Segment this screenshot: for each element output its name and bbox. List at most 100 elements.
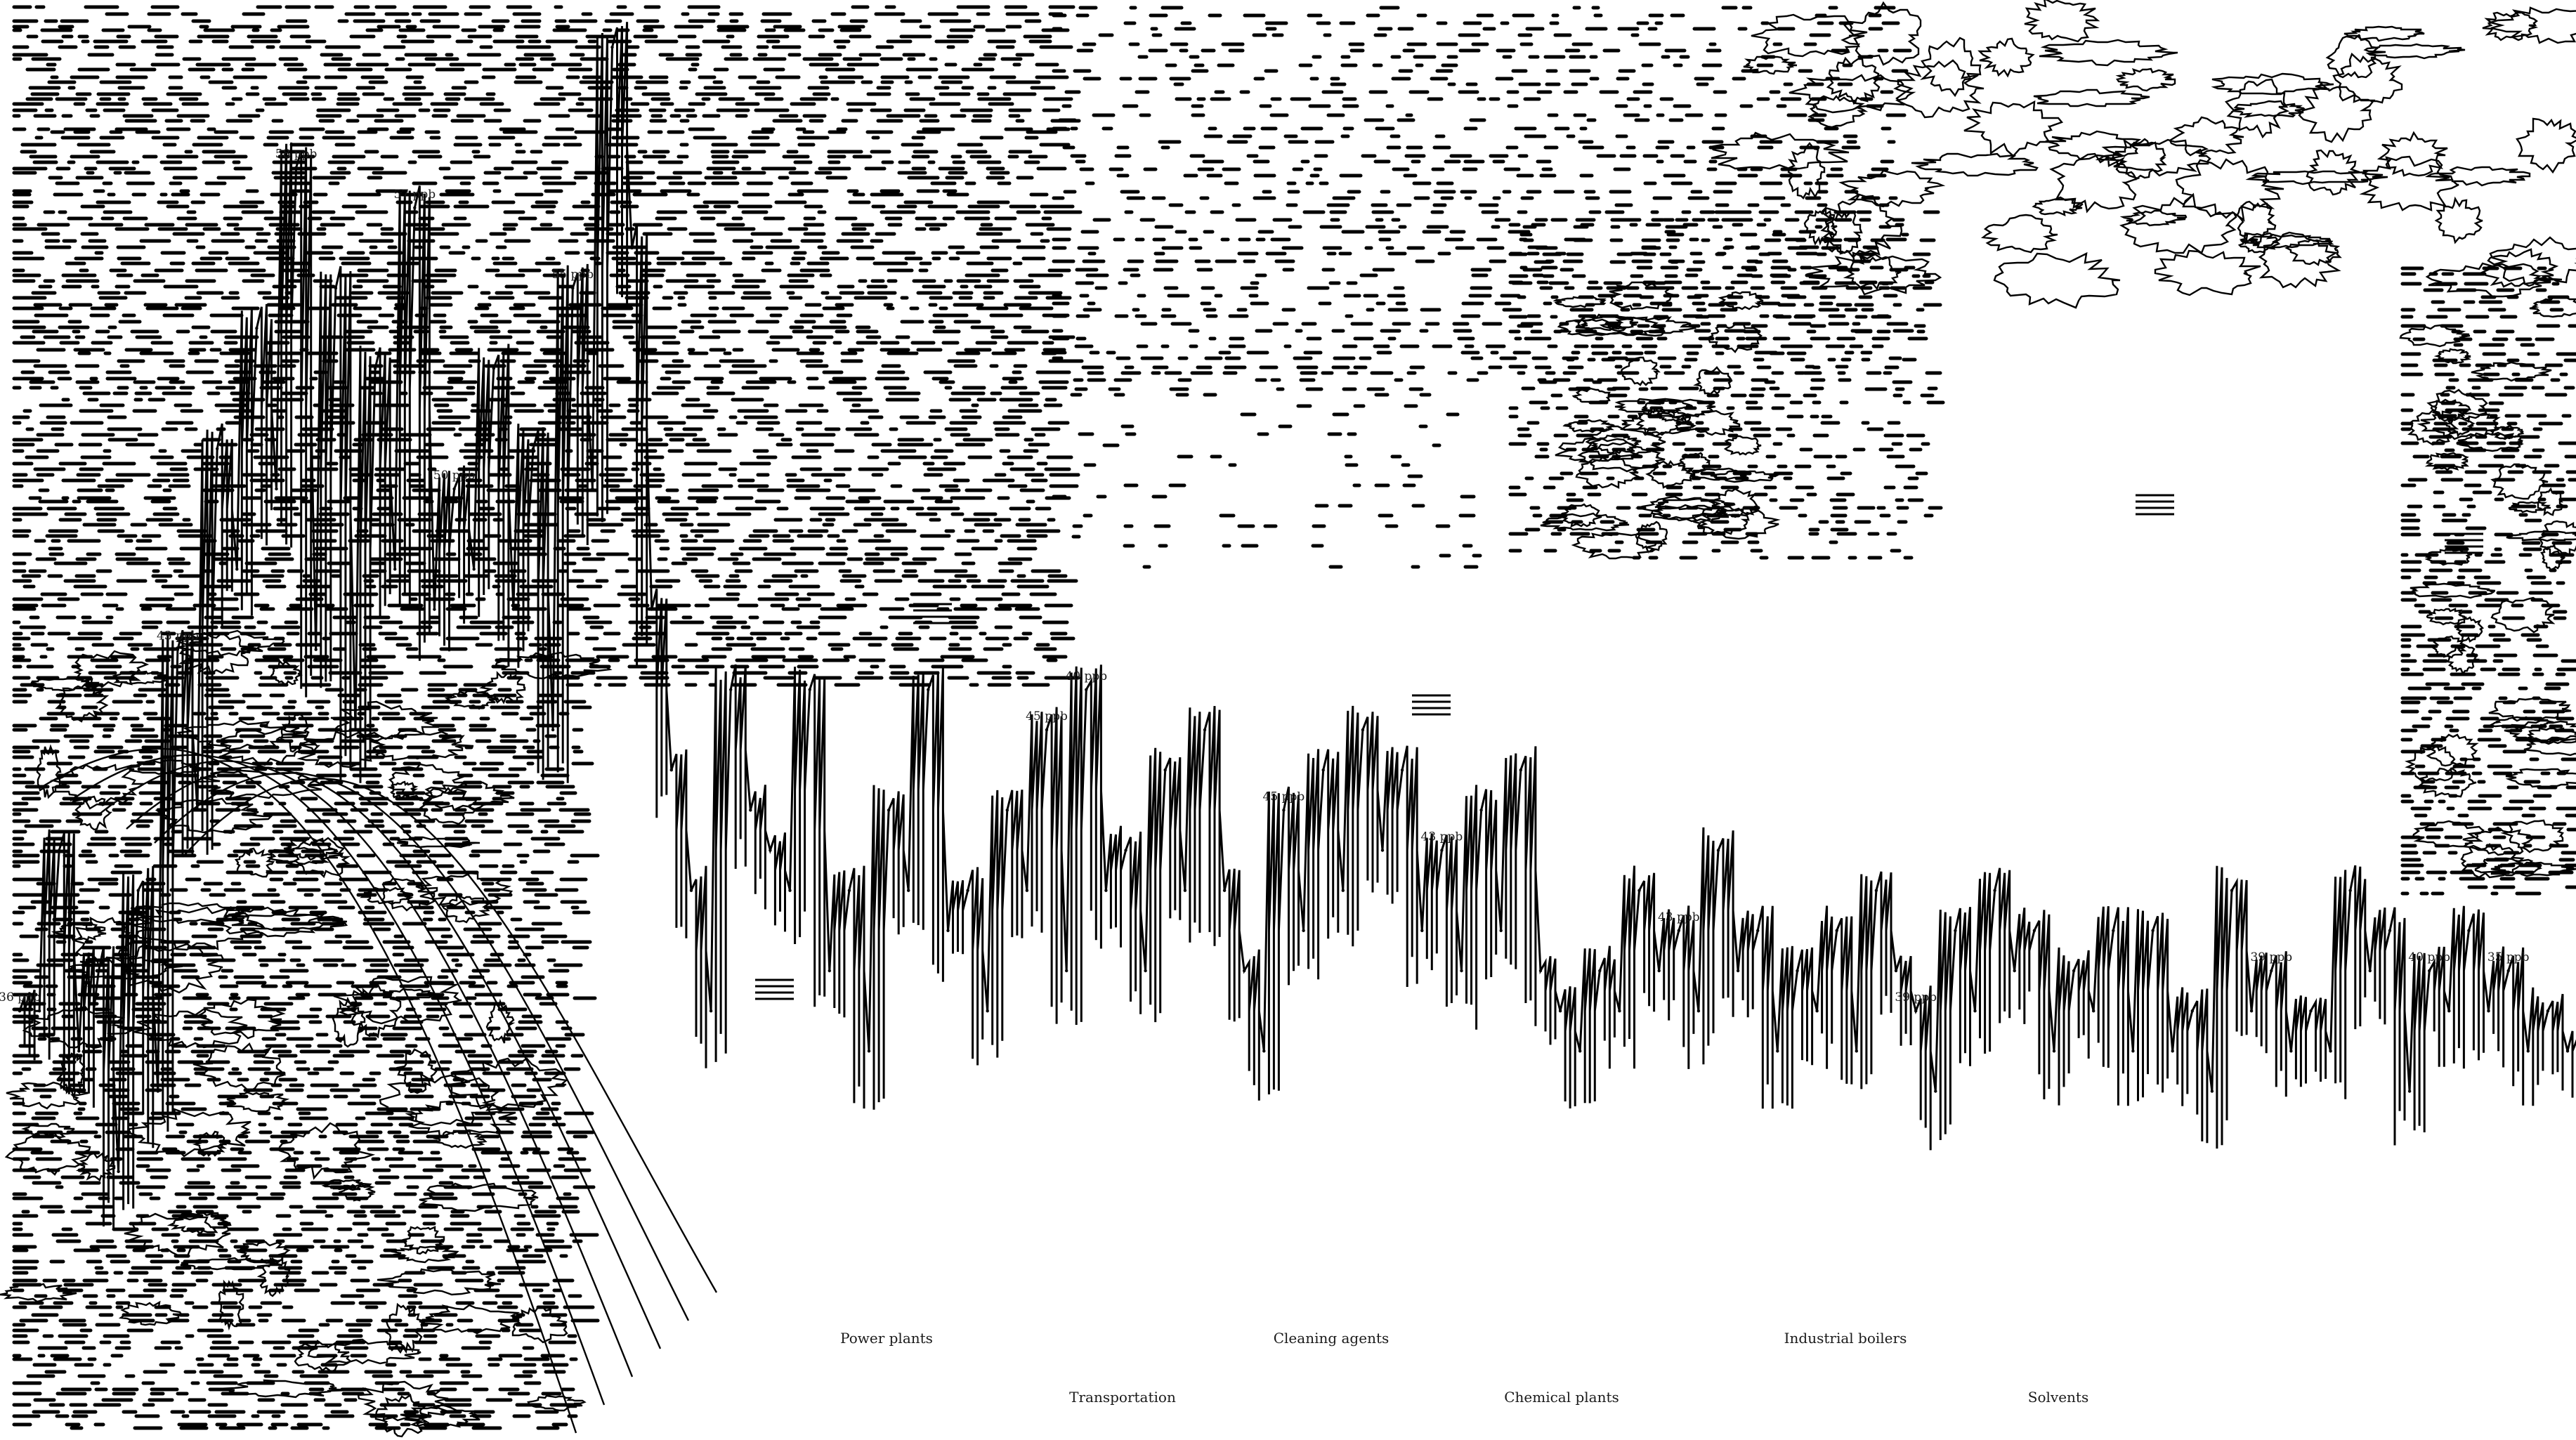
data-point (334, 287, 338, 290)
peak-value-label: 40 ppb (2408, 950, 2450, 964)
peak-value-label: 39 ppb (1895, 990, 1937, 1004)
data-point (1934, 1089, 1937, 1093)
data-point (492, 367, 495, 370)
data-point (1124, 849, 1127, 852)
pollution-series-trace (18, 22, 2576, 1229)
data-point (413, 206, 417, 209)
data-point (1519, 768, 1522, 772)
data-point (729, 688, 733, 691)
data-point (1894, 969, 1898, 973)
data-point (788, 889, 792, 892)
data-point (1361, 728, 1365, 732)
data-point (2092, 1009, 2096, 1013)
data-point (136, 889, 140, 892)
data-point (255, 327, 259, 330)
data-point (2428, 969, 2431, 973)
data-point (1696, 1009, 1701, 1013)
data-point (1045, 728, 1049, 732)
data-point (2467, 929, 2471, 933)
data-point (1993, 889, 1996, 892)
data-point (2112, 929, 2115, 933)
data-point (235, 568, 239, 571)
data-point (37, 1009, 41, 1013)
data-point (1736, 969, 1740, 973)
data-point (630, 246, 634, 250)
peak-value-label: 40 ppb (1065, 669, 1107, 683)
peak-value-label: 58 ppb (275, 148, 318, 162)
texture-dashes (12, 5, 2576, 1430)
data-point (946, 929, 950, 933)
data-point (58, 849, 61, 852)
data-point (650, 608, 653, 611)
data-point (294, 166, 298, 169)
data-point (1796, 969, 1799, 973)
data-point (452, 487, 456, 491)
data-point (1104, 889, 1108, 892)
data-point (1855, 1049, 1858, 1053)
data-point (986, 1009, 989, 1013)
data-point (610, 46, 614, 49)
peak-value-label: 36 ppb (0, 990, 41, 1004)
data-point (472, 568, 476, 571)
data-point (927, 688, 930, 691)
data-point (1005, 809, 1009, 812)
data-point (1460, 969, 1463, 973)
data-point (1776, 1049, 1779, 1053)
data-point (2565, 1049, 2570, 1053)
data-point (1835, 929, 1838, 933)
data-point (156, 1089, 159, 1093)
data-point (1085, 688, 1088, 691)
data-point (2013, 969, 2016, 973)
data-point (1815, 1009, 1819, 1013)
data-point (216, 447, 219, 450)
data-point (1341, 889, 1345, 892)
data-point (2368, 969, 2372, 973)
peak-value-label: 55 ppb (551, 268, 594, 282)
data-point (1302, 929, 1305, 933)
data-point (2270, 969, 2273, 973)
data-point (1618, 1009, 1621, 1013)
data-point (2171, 1049, 2174, 1053)
data-point (1025, 889, 1029, 892)
data-point (1677, 929, 1680, 933)
data-point (1558, 1009, 1562, 1013)
data-point (2447, 1009, 2451, 1013)
data-point (195, 809, 200, 812)
data-point (1914, 1009, 1918, 1013)
data-point (2032, 929, 2036, 933)
data-point (275, 487, 278, 491)
data-point (571, 287, 575, 290)
data-point (1065, 969, 1068, 973)
source-category-label: Cleaning agents (1274, 1330, 1390, 1347)
data-point (2151, 929, 2155, 933)
source-category-label: Transportation (1069, 1389, 1176, 1406)
data-point (887, 809, 891, 812)
peak-labels: 36 ppb 43 ppb 58 ppb 57 ppb 50 ppb 55 ppb 45 p… (0, 148, 2530, 1004)
data-point (1144, 969, 1147, 973)
data-point (2407, 1089, 2412, 1093)
data-point (2388, 929, 2392, 933)
peak-value-label: 39 ppb (2250, 950, 2292, 964)
data-point (2348, 889, 2352, 892)
data-point (1262, 1049, 1266, 1053)
data-point (1420, 929, 1424, 933)
data-point (353, 728, 358, 732)
data-point (18, 1009, 22, 1013)
data-point (1282, 809, 1286, 812)
data-point (77, 1049, 81, 1053)
data-point (2052, 1049, 2056, 1053)
data-point (551, 728, 555, 732)
data-point (1874, 889, 1878, 892)
data-point (2190, 1009, 2194, 1013)
data-point (1756, 929, 1760, 933)
data-point (97, 969, 100, 973)
data-point (2309, 1009, 2313, 1013)
data-point (1479, 809, 1483, 812)
data-point (2546, 1009, 2550, 1013)
series-line (18, 22, 2576, 1229)
source-categories: Power plants Transportation Cleaning agent… (840, 1330, 2088, 1406)
data-point (867, 1049, 871, 1053)
data-point (709, 1009, 713, 1013)
